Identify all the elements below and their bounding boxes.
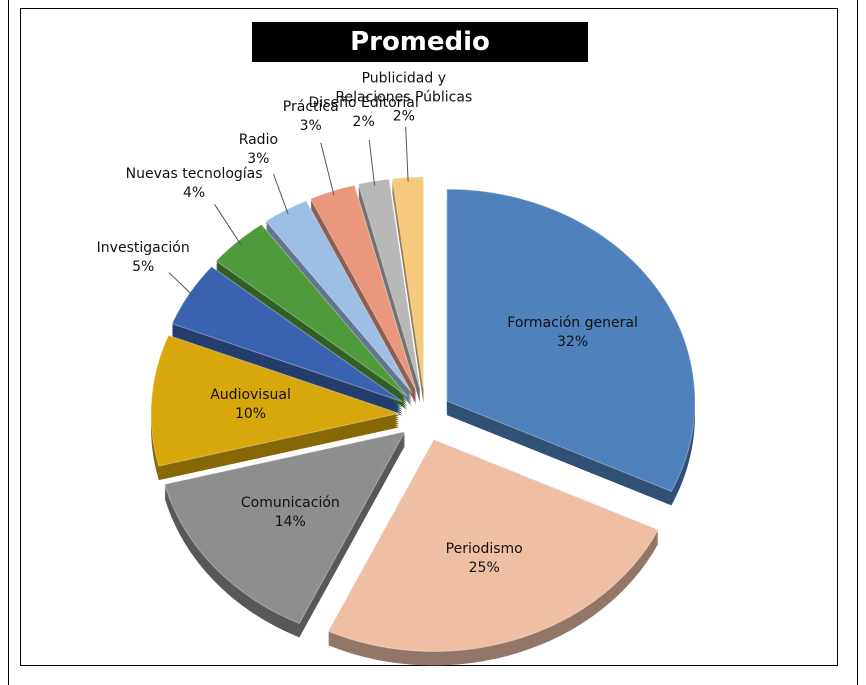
slice <box>164 430 406 625</box>
slice-label: Periodismo 25% <box>446 540 523 578</box>
slice-label: Publicidad y Relaciones Públicas 2% <box>324 70 484 127</box>
leader-line <box>320 142 335 196</box>
leader-line <box>273 173 289 214</box>
value-label: 3% <box>299 117 322 134</box>
category-label: Práctica <box>282 98 339 115</box>
chart-frame <box>20 8 838 666</box>
category-label: Formación general <box>507 314 638 331</box>
category-label: Audiovisual <box>210 387 291 404</box>
category-label: Publicidad y Relaciones Públicas <box>335 70 473 106</box>
slice <box>215 223 408 397</box>
category-label: Nuevas tecnologías <box>125 165 263 182</box>
value-label: 2% <box>352 113 375 130</box>
slice-label: Formación general 32% <box>507 314 638 352</box>
leader-line <box>405 126 409 182</box>
value-label: 4% <box>182 184 206 201</box>
slice-label: Radio 3% <box>239 131 278 169</box>
slice <box>327 438 659 652</box>
slice-label: Audiovisual 10% <box>210 386 291 424</box>
category-label: Investigación <box>96 240 190 257</box>
leader-line <box>214 203 242 245</box>
category-label: Periodismo <box>445 541 523 558</box>
leader-line <box>168 272 194 297</box>
slice <box>171 265 403 403</box>
slice-label: Diseño Editorial 2% <box>309 94 419 132</box>
value-label: 14% <box>274 513 306 530</box>
slice-label: Comunicación 14% <box>241 494 340 532</box>
value-label: 5% <box>132 259 155 276</box>
value-label: 2% <box>392 108 415 125</box>
slice <box>150 334 401 467</box>
value-label: 10% <box>234 406 267 423</box>
slice-label: Investigación 5% <box>97 239 190 277</box>
category-label: Comunicación <box>240 494 340 511</box>
slice <box>265 200 413 393</box>
slice <box>309 184 417 391</box>
category-label: Diseño Editorial <box>308 94 419 111</box>
value-label: 3% <box>247 151 270 168</box>
slice-label: Nuevas tecnologías 4% <box>126 165 263 203</box>
slice-label: Práctica 3% <box>283 98 339 136</box>
slice <box>446 188 696 492</box>
category-label: Radio <box>238 132 279 149</box>
value-label: 25% <box>468 560 500 577</box>
leader-line <box>368 140 376 186</box>
value-label: 32% <box>557 333 589 350</box>
chart-title: Promedio Internacional <box>252 22 588 97</box>
